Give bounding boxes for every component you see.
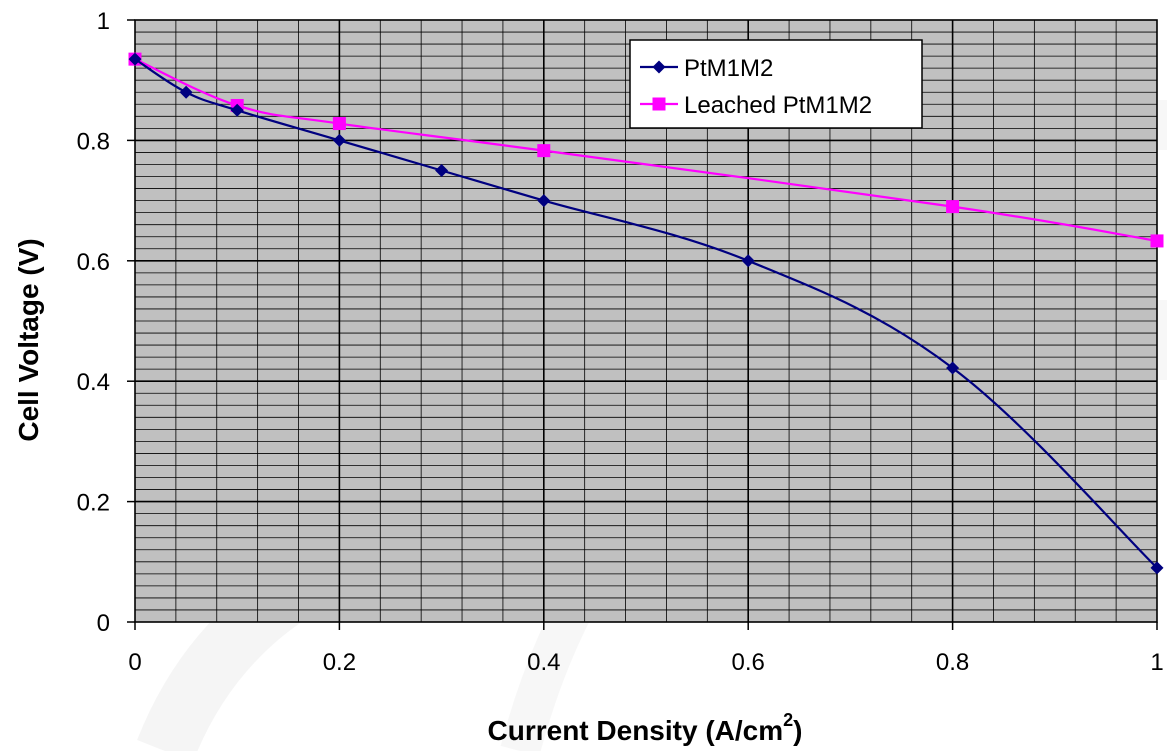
- data-point: [741, 254, 755, 268]
- y-tick-label: 0.6: [77, 249, 110, 276]
- legend-label: Leached PtM1M2: [684, 92, 872, 119]
- data-point: [1150, 234, 1164, 248]
- series-0: [128, 52, 1164, 575]
- y-tick-label: 0.4: [77, 369, 110, 396]
- data-point: [1150, 561, 1164, 575]
- legend-item: Leached PtM1M2: [640, 92, 872, 119]
- data-point: [230, 103, 244, 117]
- y-tick-label: 0: [97, 610, 110, 637]
- x-tick-label: 0.2: [323, 649, 356, 676]
- series-layer: [128, 52, 1164, 575]
- x-axis: 0 0.2 0.4 0.6 0.8 1: [128, 622, 1164, 676]
- data-point: [946, 200, 960, 214]
- legend-box: [629, 39, 923, 129]
- legend-swatch-marker: [652, 97, 666, 111]
- data-point: [946, 361, 960, 375]
- data-point: [537, 194, 551, 208]
- y-tick-label: 0.2: [77, 490, 110, 517]
- x-tick-label: 0.4: [527, 649, 560, 676]
- data-point: [332, 117, 346, 131]
- data-point: [435, 164, 449, 177]
- x-tick-label: 1: [1150, 649, 1163, 676]
- y-tick-label: 0.8: [77, 128, 110, 155]
- y-tick-label: 1: [97, 8, 110, 35]
- plot-border: [134, 19, 1158, 623]
- y-axis-title: Cell Voltage (V): [13, 238, 44, 441]
- major-gridlines: [135, 20, 1157, 622]
- minor-gridlines: [135, 20, 1157, 622]
- data-point: [332, 133, 346, 147]
- legend-swatch-marker: [652, 60, 666, 74]
- x-tick-label: 0.6: [732, 649, 765, 676]
- x-tick-label: 0: [128, 649, 141, 676]
- data-point: [179, 85, 193, 99]
- data-point: [537, 144, 551, 158]
- data-point: [128, 52, 142, 66]
- x-axis-title: Current Density (A/cm2): [488, 710, 803, 746]
- legend-item: PtM1M2: [640, 55, 773, 82]
- legend: PtM1M2 Leached PtM1M2: [629, 39, 923, 129]
- legend-label: PtM1M2: [684, 55, 773, 82]
- x-tick-label: 0.8: [936, 649, 969, 676]
- y-axis: 0 0.2 0.4 0.6 0.8 1: [77, 8, 135, 637]
